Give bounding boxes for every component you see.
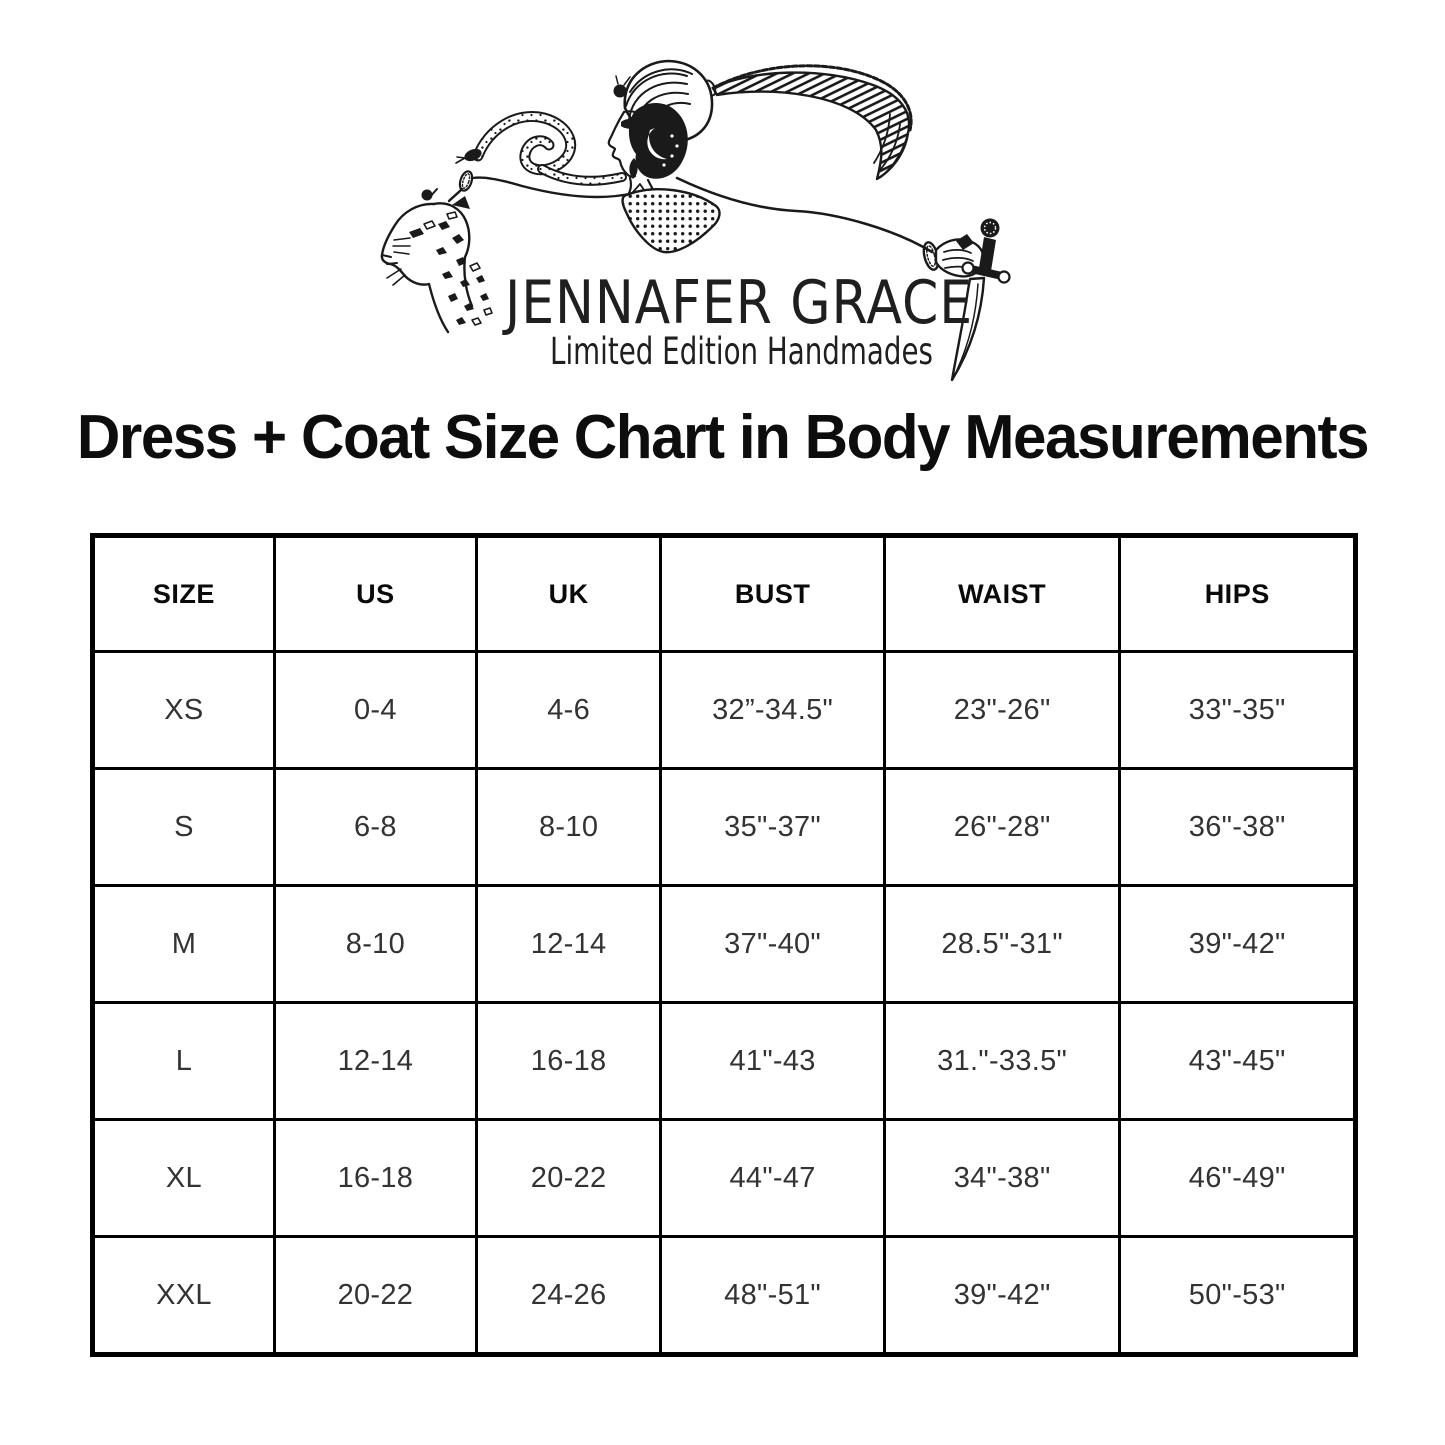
column-header-size: SIZE xyxy=(91,534,276,653)
table-cell: 26"-28" xyxy=(882,767,1122,887)
column-header-hips: HIPS xyxy=(1118,534,1357,653)
column-header-waist: WAIST xyxy=(882,534,1122,653)
column-header-us: US xyxy=(272,534,478,653)
table-cell: 20-22 xyxy=(272,1235,478,1356)
table-row: L 12-14 16-18 41"-43 31."-33.5" 43"-45" xyxy=(91,1001,1357,1121)
table-cell: 39"-42" xyxy=(882,1235,1122,1356)
table-cell: 12-14 xyxy=(474,884,663,1004)
column-header-bust: BUST xyxy=(659,534,886,653)
table-cell: 23"-26" xyxy=(882,650,1122,770)
size-chart-table: SIZE US UK BUST WAIST HIPS XS 0-4 4-6 32… xyxy=(90,533,1358,1357)
table-cell: 0-4 xyxy=(272,650,478,770)
table-cell: 44"-47 xyxy=(659,1118,886,1238)
table-cell: 37"-40" xyxy=(659,884,886,1004)
brand-tagline: Limited Edition Handmades xyxy=(550,330,933,373)
table-row: M 8-10 12-14 37"-40" 28.5"-31" 39"-42" xyxy=(91,884,1357,1004)
table-cell: 35"-37" xyxy=(659,767,886,887)
table-cell: 16-18 xyxy=(272,1118,478,1238)
table-cell: 50"-53" xyxy=(1118,1235,1357,1356)
table-cell: M xyxy=(91,884,276,1004)
table-cell: 8-10 xyxy=(272,884,478,1004)
table-row: XL 16-18 20-22 44"-47 34"-38" 46"-49" xyxy=(91,1118,1357,1238)
table-cell: XXL xyxy=(91,1235,276,1356)
table-cell: 8-10 xyxy=(474,767,663,887)
table-row: XXL 20-22 24-26 48"-51" 39"-42" 50"-53" xyxy=(91,1235,1357,1356)
table-cell: 46"-49" xyxy=(1118,1118,1357,1238)
table-cell: S xyxy=(91,767,276,887)
header-row: SIZE US UK BUST WAIST HIPS xyxy=(91,534,1357,653)
table-cell: 24-26 xyxy=(474,1235,663,1356)
table-cell: 32”-34.5" xyxy=(659,650,886,770)
scarf-line-icon xyxy=(447,170,934,254)
column-header-uk: UK xyxy=(474,534,663,653)
dagger-hand-icon xyxy=(922,218,1011,382)
table-cell: 4-6 xyxy=(474,650,663,770)
brand-name: JENNAFER GRACE xyxy=(502,268,973,338)
table-cell: 43"-45" xyxy=(1118,1001,1357,1121)
table-cell: 28.5"-31" xyxy=(882,884,1122,1004)
table-cell: L xyxy=(91,1001,276,1121)
table-cell: 36"-38" xyxy=(1118,767,1357,887)
logo-illustration: JENNAFER GRACE Limited Edition Handmades xyxy=(380,59,1011,382)
table-cell: 12-14 xyxy=(272,1001,478,1121)
table-cell: 20-22 xyxy=(474,1118,663,1238)
table-cell: 48"-51" xyxy=(659,1235,886,1356)
table-cell: 33"-35" xyxy=(1118,650,1357,770)
table-row: XS 0-4 4-6 32”-34.5" 23"-26" 33"-35" xyxy=(91,650,1357,770)
table-cell: XL xyxy=(91,1118,276,1238)
turban-woman-icon xyxy=(607,59,721,254)
brand-logo: JENNAFER GRACE Limited Edition Handmades xyxy=(372,28,1032,390)
table-cell: 31."-33.5" xyxy=(882,1001,1122,1121)
table-cell: 39"-42" xyxy=(1118,884,1357,1004)
page-title: Dress + Coat Size Chart in Body Measurem… xyxy=(76,403,1370,472)
table-cell: 41"-43 xyxy=(659,1001,886,1121)
leopard-icon xyxy=(380,188,493,334)
table-cell: 34"-38" xyxy=(882,1118,1122,1238)
feather-icon xyxy=(703,64,913,181)
table-cell: 6-8 xyxy=(272,767,478,887)
table-cell: XS xyxy=(91,650,276,770)
table-cell: 16-18 xyxy=(474,1001,663,1121)
snake-icon xyxy=(455,111,627,186)
table-row: S 6-8 8-10 35"-37" 26"-28" 36"-38" xyxy=(91,767,1357,887)
